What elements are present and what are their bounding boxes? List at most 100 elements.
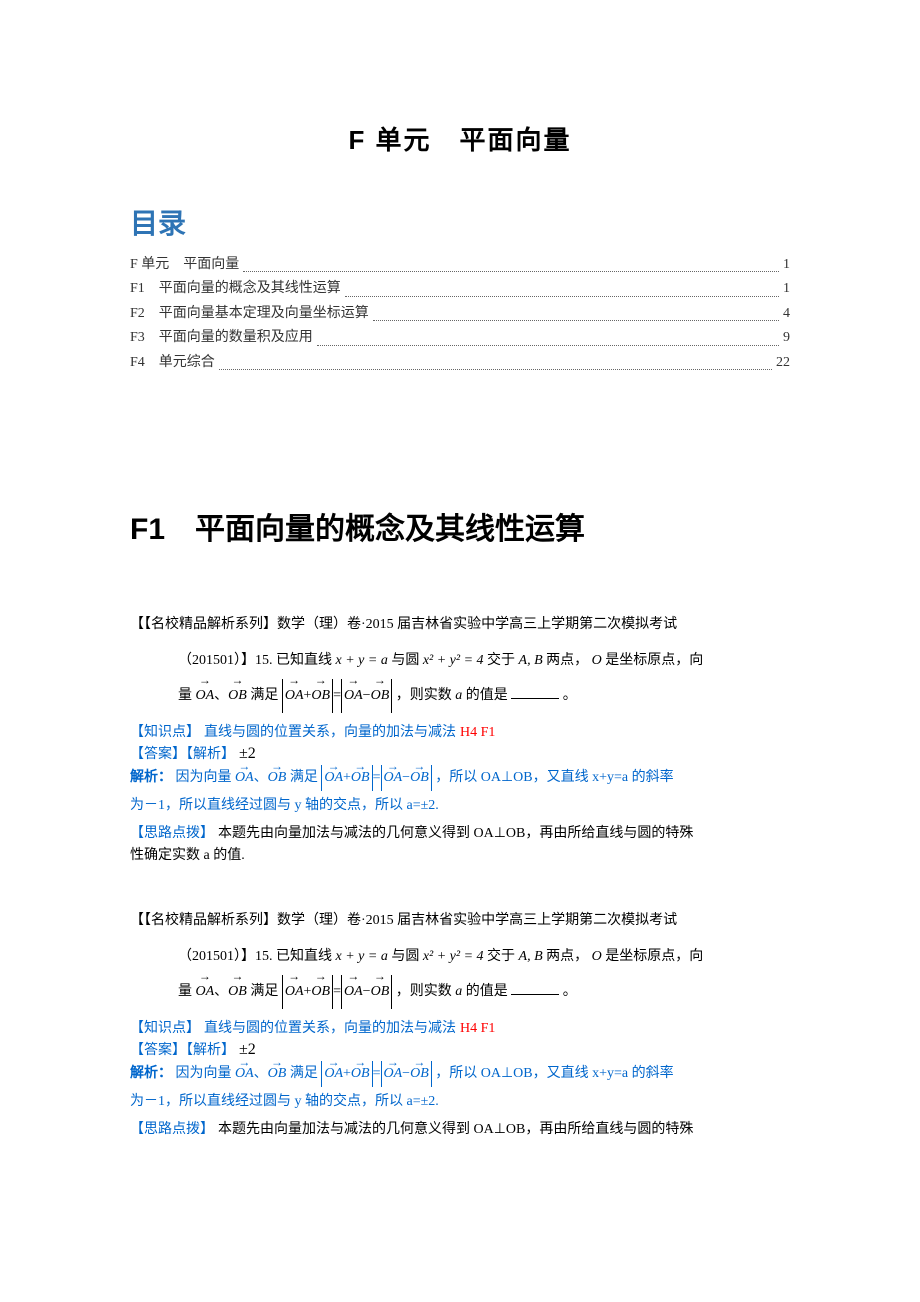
hint-line1: 【思路点拨】 本题先由向量加法与减法的几何意义得到 OA⊥OB，再由所给直线与圆… [130, 822, 790, 842]
hint-label: 【思路点拨】 [130, 826, 214, 841]
problem-body-line2: 量 →OA、→OB 满足 →OA+→OB=→OA−→OB ，则实数 a 的值是 … [130, 679, 790, 713]
math-origin: O [592, 949, 602, 964]
math-origin: O [592, 653, 602, 668]
hint-text: 本题先由向量加法与减法的几何意义得到 OA⊥OB，再由所给直线与圆的特殊 [218, 826, 693, 841]
abs-sum: →OA+→OB [282, 679, 333, 713]
text: ，则实数 [396, 984, 452, 999]
toc-dots [345, 278, 779, 296]
text: 两点， [546, 949, 588, 964]
toc-dots [373, 303, 779, 321]
toc-page: 1 [783, 278, 790, 300]
abs-sum: →OA+→OB [321, 765, 372, 792]
text: 满足 [290, 770, 318, 785]
toc-label: F1 平面向量的概念及其线性运算 [130, 278, 341, 300]
analysis-line1: 解析： 因为向量 →OA、→OB 满足 →OA+→OB=→OA−→OB ，所以 … [130, 765, 790, 792]
math-pts: A, B [519, 653, 543, 668]
problem-intro: 【【名校精品解析系列】数学（理）卷·2015 届吉林省实验中学高三上学期第二次模… [130, 608, 790, 642]
math-eq: x² + y² = 4 [423, 949, 484, 964]
problem-body-line2: 量 →OA、→OB 满足 →OA+→OB=→OA−→OB ，则实数 a 的值是 … [130, 975, 790, 1009]
toc-item: F2 平面向量基本定理及向量坐标运算 4 [130, 303, 790, 325]
text: 与圆 [391, 949, 419, 964]
knowledge-label: 【知识点】 [130, 725, 200, 740]
problem-body-line1: （201501）】15. 已知直线 x + y = a 与圆 x² + y² =… [130, 940, 790, 974]
text: 的值是 [466, 984, 508, 999]
text: 量 [178, 688, 192, 703]
analysis-label: 解析： [130, 770, 172, 785]
math-var: a [455, 688, 462, 703]
answer-label: 【答案】【解析】 [130, 747, 235, 762]
vector-ob: →OB [228, 679, 247, 713]
text: （201501）】15. 已知直线 [178, 949, 332, 964]
vector-ob: →OB [268, 765, 287, 792]
toc-dots [219, 352, 772, 370]
hint-text: 本题先由向量加法与减法的几何意义得到 OA⊥OB，再由所给直线与圆的特殊 [218, 1122, 693, 1137]
analysis-label: 解析： [130, 1066, 172, 1081]
knowledge-text: 直线与圆的位置关系，向量的加法与减法 [204, 725, 456, 740]
problem-intro: 【【名校精品解析系列】数学（理）卷·2015 届吉林省实验中学高三上学期第二次模… [130, 904, 790, 938]
text: 两点， [546, 653, 588, 668]
toc-label: F3 平面向量的数量积及应用 [130, 327, 313, 349]
math-var: a [455, 984, 462, 999]
text: 因为向量 [176, 770, 232, 785]
vector-ob: →OB [228, 975, 247, 1009]
toc-page: 9 [783, 327, 790, 349]
hint-line2: 性确定实数 a 的值. [130, 844, 790, 864]
analysis-line2: 为－1，所以直线经过圆与 y 轴的交点，所以 a=±2. [130, 1089, 790, 1116]
text: 交于 [487, 653, 515, 668]
problem-block: 【【名校精品解析系列】数学（理）卷·2015 届吉林省实验中学高三上学期第二次模… [130, 608, 790, 864]
toc-item: F 单元 平面向量 1 [130, 254, 790, 276]
toc-label: F2 平面向量基本定理及向量坐标运算 [130, 303, 369, 325]
hint-line1: 【思路点拨】 本题先由向量加法与减法的几何意义得到 OA⊥OB，再由所给直线与圆… [130, 1118, 790, 1138]
vector-oa: →OA [196, 679, 215, 713]
answer-label: 【答案】【解析】 [130, 1043, 235, 1058]
toc-item: F1 平面向量的概念及其线性运算 1 [130, 278, 790, 300]
abs-diff: →OA−→OB [341, 679, 392, 713]
math-pts: A, B [519, 949, 543, 964]
analysis-line2: 为－1，所以直线经过圆与 y 轴的交点，所以 a=±2. [130, 793, 790, 820]
main-title: F 单元 平面向量 [130, 120, 790, 157]
toc-item: F4 单元综合 22 [130, 352, 790, 374]
analysis-line1: 解析： 因为向量 →OA、→OB 满足 →OA+→OB=→OA−→OB ，所以 … [130, 1061, 790, 1088]
knowledge-line: 【知识点】 直线与圆的位置关系，向量的加法与减法 H4 F1 [130, 1017, 790, 1037]
text: 交于 [487, 949, 515, 964]
abs-sum: →OA+→OB [282, 975, 333, 1009]
vector-oa: →OA [235, 1061, 254, 1088]
text: 量 [178, 984, 192, 999]
text: 的值是 [466, 688, 508, 703]
text: 。 [563, 688, 577, 703]
vector-oa: →OA [196, 975, 215, 1009]
knowledge-code: H4 F1 [460, 1021, 495, 1036]
text: 满足 [250, 984, 278, 999]
text: 是坐标原点，向 [605, 653, 703, 668]
toc-page: 1 [783, 254, 790, 276]
toc-page: 4 [783, 303, 790, 325]
toc-heading: 目录 [130, 202, 790, 242]
toc-label: F 单元 平面向量 [130, 254, 239, 276]
toc-item: F3 平面向量的数量积及应用 9 [130, 327, 790, 349]
math-eq: x + y = a [336, 653, 388, 668]
problem-body-line1: （201501）】15. 已知直线 x + y = a 与圆 x² + y² =… [130, 644, 790, 678]
answer-line: 【答案】【解析】 ±2 [130, 1039, 790, 1059]
hint-label: 【思路点拨】 [130, 1122, 214, 1137]
text: 满足 [290, 1066, 318, 1081]
text: 与圆 [391, 653, 419, 668]
text: ，所以 OA⊥OB，又直线 x+y=a 的斜率 [435, 1066, 673, 1081]
blank-underline [511, 685, 559, 699]
math-eq: x + y = a [336, 949, 388, 964]
toc-dots [243, 254, 779, 272]
vector-oa: →OA [235, 765, 254, 792]
section-title: F1 平面向量的概念及其线性运算 [130, 504, 790, 548]
toc-page: 22 [776, 352, 790, 374]
text: ，所以 OA⊥OB，又直线 x+y=a 的斜率 [435, 770, 673, 785]
abs-diff: →OA−→OB [381, 1061, 432, 1088]
knowledge-line: 【知识点】 直线与圆的位置关系，向量的加法与减法 H4 F1 [130, 721, 790, 741]
text: ，则实数 [396, 688, 452, 703]
knowledge-text: 直线与圆的位置关系，向量的加法与减法 [204, 1021, 456, 1036]
text: （201501）】15. 已知直线 [178, 653, 332, 668]
text: 。 [563, 984, 577, 999]
toc-label: F4 单元综合 [130, 352, 215, 374]
answer-line: 【答案】【解析】 ±2 [130, 743, 790, 763]
math-eq: x² + y² = 4 [423, 653, 484, 668]
text: 因为向量 [176, 1066, 232, 1081]
abs-sum: →OA+→OB [321, 1061, 372, 1088]
